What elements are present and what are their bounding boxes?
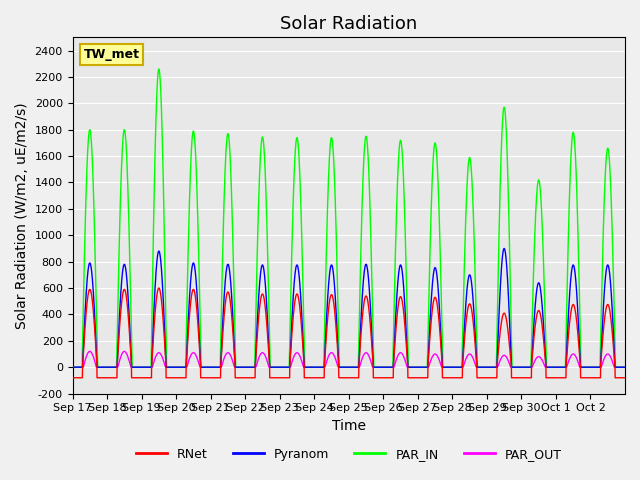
X-axis label: Time: Time [332, 419, 366, 433]
Title: Solar Radiation: Solar Radiation [280, 15, 417, 33]
Text: TW_met: TW_met [84, 48, 140, 61]
Legend: RNet, Pyranom, PAR_IN, PAR_OUT: RNet, Pyranom, PAR_IN, PAR_OUT [131, 443, 567, 466]
Y-axis label: Solar Radiation (W/m2, uE/m2/s): Solar Radiation (W/m2, uE/m2/s) [15, 102, 29, 329]
